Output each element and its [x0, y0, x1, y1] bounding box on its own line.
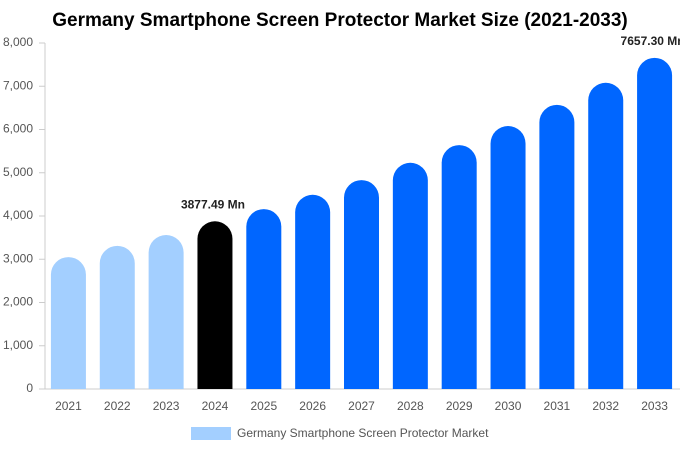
- x-tick-label: 2023: [153, 399, 180, 413]
- y-tick-label: 1,000: [3, 338, 33, 352]
- y-tick-label: 8,000: [3, 35, 33, 49]
- bar: [246, 209, 282, 389]
- y-tick-label: 5,000: [3, 165, 33, 179]
- bar: [392, 162, 428, 389]
- x-tick-label: 2025: [250, 399, 277, 413]
- x-tick-label: 2026: [299, 399, 326, 413]
- x-tick-label: 2027: [348, 399, 375, 413]
- chart-title: Germany Smartphone Screen Protector Mark…: [52, 10, 628, 31]
- bar: [588, 82, 624, 389]
- x-tick-label: 2032: [592, 399, 619, 413]
- y-tick-label: 4,000: [3, 208, 33, 222]
- x-tick-label: 2021: [55, 399, 82, 413]
- x-tick-label: 2029: [446, 399, 473, 413]
- x-tick-label: 2031: [544, 399, 571, 413]
- y-tick-label: 7,000: [3, 78, 33, 92]
- bar: [441, 145, 477, 389]
- value-label: 7657.30 Mn: [621, 34, 680, 48]
- bar: [197, 221, 233, 389]
- x-tick-label: 2030: [495, 399, 522, 413]
- y-tick-label: 2,000: [3, 295, 33, 309]
- x-tick-label: 2024: [202, 399, 229, 413]
- x-tick-label: 2022: [104, 399, 131, 413]
- bar: [490, 126, 526, 389]
- x-tick-label: 2033: [641, 399, 668, 413]
- x-tick-label: 2028: [397, 399, 424, 413]
- bar: [344, 180, 379, 389]
- y-tick-label: 0: [26, 381, 33, 395]
- bar: [99, 245, 135, 389]
- legend-swatch: [191, 427, 231, 440]
- y-tick-label: 6,000: [3, 122, 33, 136]
- bar: [148, 235, 184, 389]
- bar: [539, 104, 575, 389]
- value-label: 3877.49 Mn: [181, 197, 245, 211]
- y-tick-label: 3,000: [3, 251, 33, 265]
- bar: [50, 257, 86, 389]
- legend-label: Germany Smartphone Screen Protector Mark…: [237, 426, 489, 440]
- bar: [295, 194, 331, 389]
- bar: [637, 57, 673, 389]
